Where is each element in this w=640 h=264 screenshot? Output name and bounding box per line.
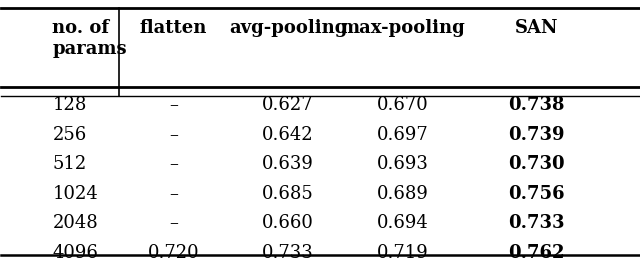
Text: 0.689: 0.689 — [377, 185, 429, 202]
Text: SAN: SAN — [515, 19, 559, 37]
Text: 0.720: 0.720 — [148, 244, 199, 262]
Text: –: – — [169, 214, 178, 232]
Text: 0.762: 0.762 — [508, 244, 565, 262]
Text: 0.694: 0.694 — [377, 214, 429, 232]
Text: –: – — [169, 96, 178, 114]
Text: 0.733: 0.733 — [262, 244, 314, 262]
Text: 0.730: 0.730 — [508, 155, 565, 173]
Text: 0.639: 0.639 — [262, 155, 314, 173]
Text: avg-pooling: avg-pooling — [229, 19, 348, 37]
Text: 0.756: 0.756 — [508, 185, 565, 202]
Text: 0.627: 0.627 — [262, 96, 314, 114]
Text: flatten: flatten — [140, 19, 207, 37]
Text: 0.719: 0.719 — [377, 244, 429, 262]
Text: 2048: 2048 — [52, 214, 98, 232]
Text: 1024: 1024 — [52, 185, 98, 202]
Text: 512: 512 — [52, 155, 86, 173]
Text: 0.642: 0.642 — [262, 126, 314, 144]
Text: 0.738: 0.738 — [508, 96, 565, 114]
Text: 4096: 4096 — [52, 244, 99, 262]
Text: 0.685: 0.685 — [262, 185, 314, 202]
Text: 256: 256 — [52, 126, 86, 144]
Text: –: – — [169, 126, 178, 144]
Text: max-pooling: max-pooling — [340, 19, 465, 37]
Text: 0.697: 0.697 — [377, 126, 429, 144]
Text: –: – — [169, 155, 178, 173]
Text: –: – — [169, 185, 178, 202]
Text: 0.670: 0.670 — [377, 96, 429, 114]
Text: 0.733: 0.733 — [508, 214, 565, 232]
Text: 0.660: 0.660 — [262, 214, 314, 232]
Text: no. of
params: no. of params — [52, 19, 127, 58]
Text: 0.739: 0.739 — [508, 126, 565, 144]
Text: 0.693: 0.693 — [377, 155, 429, 173]
Text: 128: 128 — [52, 96, 87, 114]
